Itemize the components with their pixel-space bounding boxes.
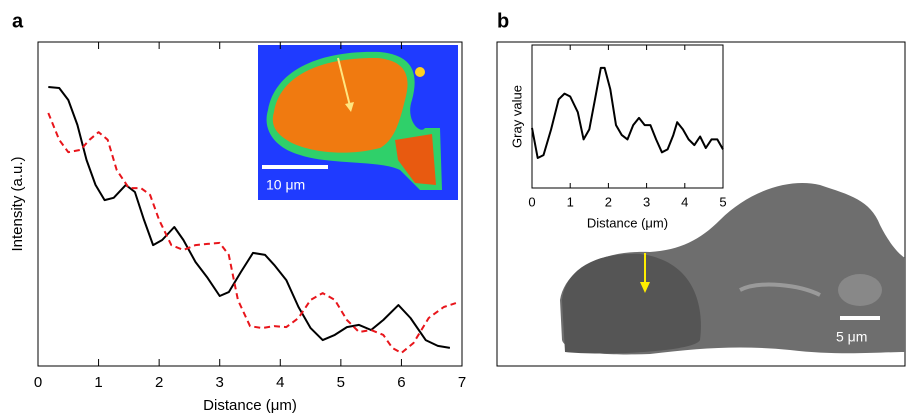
x-tick-label: 6 bbox=[397, 374, 405, 391]
inset-background bbox=[532, 45, 723, 188]
heatmap-stem bbox=[395, 134, 436, 185]
profile-arrow bbox=[337, 57, 351, 107]
render-ridge bbox=[739, 282, 821, 297]
plot-frame bbox=[37, 41, 463, 367]
data-line bbox=[47, 112, 457, 354]
x-tick-label: 5 bbox=[337, 374, 345, 391]
x-tick-label: 7 bbox=[458, 374, 466, 391]
x-tick-label: 4 bbox=[276, 374, 284, 391]
plot-frame bbox=[531, 44, 724, 189]
arrow-head bbox=[345, 102, 354, 112]
x-axis-label: Distance (μm) bbox=[203, 397, 297, 414]
heatmap-inset: 10 μm bbox=[258, 45, 458, 200]
arrow-head bbox=[640, 282, 650, 293]
x-tick-label: 2 bbox=[605, 194, 612, 209]
panel-frame bbox=[496, 41, 906, 367]
x-tick-label: 3 bbox=[643, 194, 650, 209]
x-tick-label: 4 bbox=[681, 194, 688, 209]
render-bump bbox=[838, 274, 882, 306]
x-tick-label: 1 bbox=[567, 194, 574, 209]
x-tick-label: 3 bbox=[216, 374, 224, 391]
heatmap-spot bbox=[415, 67, 425, 77]
x-tick-label: 0 bbox=[34, 374, 42, 391]
render-section bbox=[562, 253, 701, 354]
scale-bar-label: 5 μm bbox=[836, 329, 867, 345]
y-axis-label: Intensity (a.u.) bbox=[9, 156, 26, 251]
x-axis-label: Distance (μm) bbox=[587, 215, 668, 230]
render-image: 5 μm bbox=[560, 183, 905, 355]
data-line bbox=[48, 86, 451, 349]
x-tick-label: 5 bbox=[719, 194, 726, 209]
scale-bar-label: 10 μm bbox=[266, 177, 305, 193]
panel-label: b bbox=[497, 10, 509, 32]
heatmap-cell bbox=[272, 57, 408, 153]
x-tick-label: 1 bbox=[94, 374, 102, 391]
x-tick-label: 2 bbox=[155, 374, 163, 391]
data-line bbox=[531, 66, 724, 159]
y-axis-label: Gray value bbox=[509, 85, 524, 148]
x-tick-label: 0 bbox=[528, 194, 535, 209]
panel-label: a bbox=[12, 10, 24, 32]
